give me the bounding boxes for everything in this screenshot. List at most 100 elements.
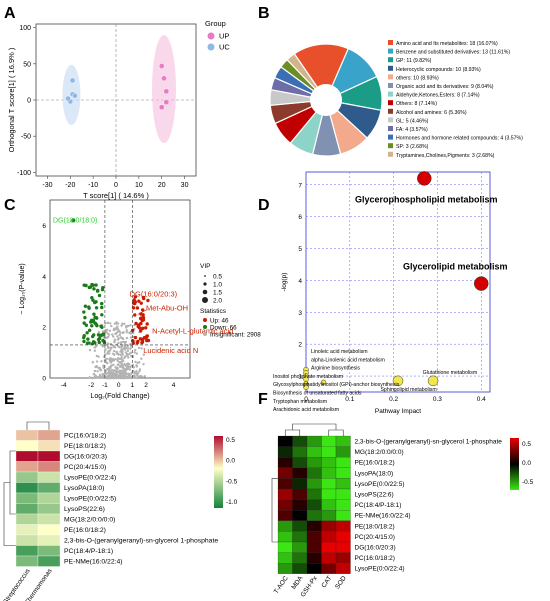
x-tick-label: 0.1 [345,396,354,403]
down-point [91,340,96,344]
x-tick-label: -4 [61,382,67,389]
down-point [87,328,92,332]
legend-swatch [388,126,393,131]
heatmap-cell [321,467,337,479]
x-tick-label: -20 [65,182,75,189]
heatmap-cell [335,446,351,458]
pathway-label: Arachidonic acid metabolism [273,407,339,413]
insignificant-point [106,376,109,379]
insignificant-point [126,344,129,348]
heatmap-cell [277,467,293,479]
down-point [94,306,99,310]
up-point [135,341,140,345]
annotation-leader [137,309,148,315]
heatmap-cell [292,499,308,511]
insignificant-point [140,357,143,361]
heatmap-cell [306,510,322,521]
color-legend-label: -0.5 [522,479,534,486]
up-point [130,328,135,333]
up-point [138,337,143,341]
statistics-label: Up: 46 [210,318,229,325]
insignificant-point [123,362,126,366]
heatmap-cell [335,467,351,479]
insignificant-point [129,351,133,354]
insignificant-point [138,375,141,378]
heatmap-cell [37,524,61,536]
y-tick-label: 6 [298,214,302,221]
insignificant-point [116,327,120,331]
down-point [82,339,86,344]
row-label: LysoPE(0:0/22:5) [355,481,405,488]
insignificant-point [107,369,111,372]
down-point [96,337,101,342]
up-point [135,306,140,310]
insignificant-point [93,375,96,379]
y-tick-label: 2 [298,342,302,349]
insignificant-point [125,336,129,340]
heatmap-cell [335,488,351,500]
heatmap-cell [37,555,61,567]
heatmap-cell [306,467,322,479]
column-dendrogram [292,423,337,430]
insignificant-point [104,358,107,361]
legend-label: Benzene and substituted derivatives: 13 … [396,50,510,56]
down-point [92,287,96,291]
insignificant-point [116,363,119,367]
up-point [141,296,146,301]
insignificant-point [118,369,121,372]
heatmap-cell [37,492,61,504]
down-point [82,321,86,325]
insignificant-point [113,369,117,372]
insignificant-point [112,359,116,362]
legend-swatch [388,91,393,97]
heatmap-cell [321,520,337,532]
heatmap-cell [335,531,351,543]
y-tick-label: 7 [298,182,302,189]
row-label: PC(18:4/P-18:1) [355,502,402,509]
insignificant-point [115,376,118,380]
legend-label: GL: 5 (4.46%) [396,118,429,124]
insignificant-point [132,366,136,369]
up-point [140,308,145,312]
insignificant-point [114,365,117,369]
down-point [100,305,104,310]
insignificant-point [112,335,115,338]
legend-swatch [388,65,393,71]
heatmap-cell [277,446,293,458]
insignificant-point [96,375,99,379]
insignificant-point [133,372,136,375]
plot-frame [305,171,491,393]
insignificant-point [121,372,125,376]
pathway-bubble [417,171,432,186]
legend-label: Alcohol and amines: 6 (5.36%) [396,110,467,116]
down-point [90,296,94,300]
panel-f-heatmap: 2,3-bis-O-(geranylgeranyl)-sn-glycerol 1… [271,423,534,598]
down-point [99,324,103,328]
legend-label: Others: 8 (7.14%) [396,101,437,107]
insignificant-point [129,347,132,350]
heatmap-cell [321,435,337,447]
up-point [139,301,143,305]
heatmap-cell [335,457,351,468]
pie-slice [293,43,350,102]
legend-label: Tryptamines,Cholines,Pigments: 3 (2.68%) [396,153,495,159]
pathway-label: alpha-Linolenic acid metabolism [311,357,385,363]
panel-label-f: F [258,391,268,408]
legend-label: Aldehyde,Ketones,Esters: 8 (7.14%) [396,93,480,99]
row-dendrogram [271,478,278,543]
row-dendrogram [3,482,16,546]
legend-swatch [388,143,393,149]
insignificant-point [121,366,124,369]
insignificant-point [123,341,127,345]
y-tick-label: 5 [298,246,302,253]
heatmap-cell [277,435,293,447]
heatmap-cell [292,435,308,447]
insignificant-point [119,376,122,380]
column-dendrogram [328,429,344,436]
insignificant-point [93,346,96,349]
insignificant-point [127,373,131,377]
row-label: LysoPE(0:0/22:4) [355,566,405,573]
insignificant-point [109,346,113,349]
panel-b-pie-chart: Amino acid and Its metabolites: 18 (16.0… [269,40,523,159]
row-label: LysoPS(22:6) [355,492,394,499]
